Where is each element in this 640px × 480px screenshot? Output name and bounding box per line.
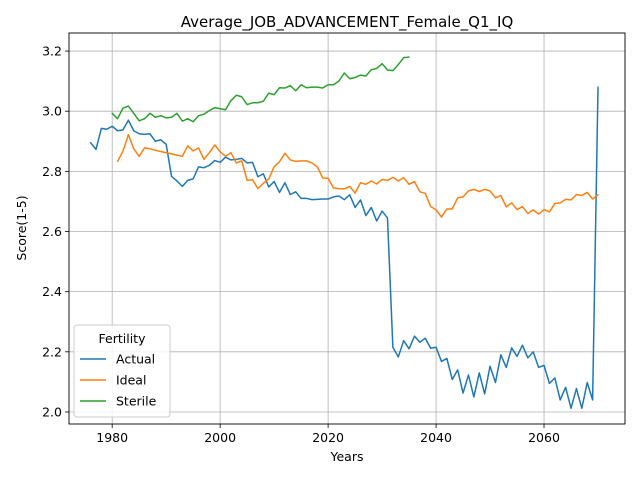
- legend: Fertility Actual Ideal Sterile: [73, 324, 171, 418]
- x-axis-label: Years: [330, 449, 364, 464]
- y-tick-label: 2.0: [42, 404, 62, 419]
- grid: [69, 33, 625, 424]
- x-tick-label: 2020: [312, 430, 344, 445]
- plot-frame: [68, 32, 626, 425]
- legend-label-ideal: Ideal: [116, 373, 146, 388]
- legend-label-sterile: Sterile: [116, 394, 157, 409]
- y-tick-label: 2.2: [42, 344, 62, 359]
- chart-title: Average_JOB_ADVANCEMENT_Female_Q1_IQ: [181, 13, 514, 32]
- legend-label-actual: Actual: [116, 352, 155, 367]
- series-layer: [89, 56, 599, 410]
- series-line-ideal: [116, 133, 599, 218]
- series-line-actual: [89, 86, 599, 410]
- y-tick-label: 3.2: [42, 44, 62, 59]
- series-line-sterile: [111, 56, 410, 123]
- axis-ticks: 1980 2000 2020 2040 2060 2.0 2.2 2.4 2.6 2.8 3.0 3.…: [42, 44, 560, 445]
- y-axis-label: Score(1-5): [14, 195, 29, 260]
- legend-title: Fertility: [99, 331, 147, 346]
- x-tick-label: 1980: [96, 430, 128, 445]
- y-tick-label: 2.6: [42, 224, 62, 239]
- y-tick-label: 3.0: [42, 104, 62, 119]
- x-tick-label: 2000: [204, 430, 236, 445]
- y-tick-label: 2.8: [42, 164, 62, 179]
- legend-box: [73, 324, 171, 418]
- x-tick-label: 2060: [528, 430, 560, 445]
- y-tick-label: 2.4: [42, 284, 62, 299]
- x-tick-label: 2040: [420, 430, 452, 445]
